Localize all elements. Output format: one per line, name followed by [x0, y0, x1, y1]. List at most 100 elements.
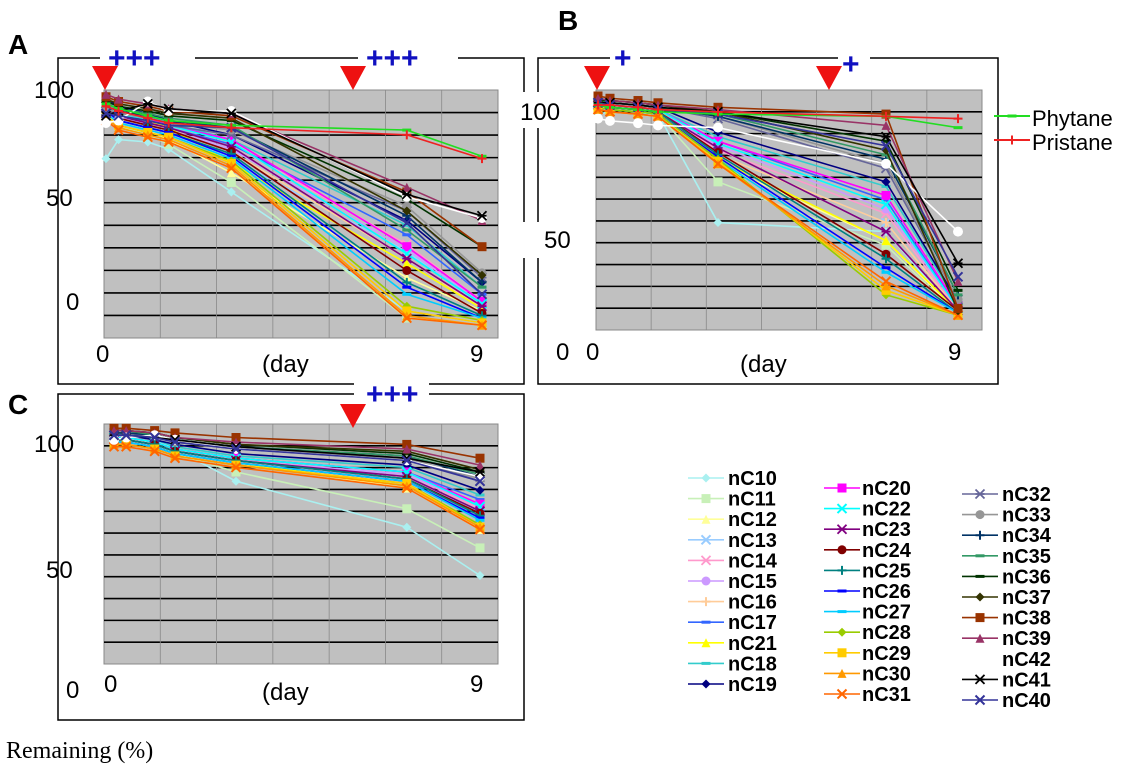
legend-marker-nC40: [974, 694, 986, 706]
data-point-nC40: [149, 432, 160, 443]
data-point-nC31: [142, 132, 153, 143]
panel-a-frame: [57, 57, 525, 385]
data-point-nC39: [402, 444, 412, 454]
data-point-nC19: [881, 177, 891, 187]
panel-a-x-tick-end: 9: [470, 341, 483, 368]
data-point-nC40: [476, 289, 488, 300]
data-point-Pristane: [633, 102, 643, 112]
data-point-nC10: [114, 135, 124, 145]
data-point-nC22: [401, 466, 413, 478]
data-point-nC41: [476, 210, 488, 221]
data-point-nC42: [953, 226, 963, 237]
panel-b-y-tick-0: 0: [556, 339, 569, 366]
data-point-nC41: [474, 466, 486, 478]
legend-marker-nC22: [836, 503, 848, 514]
data-point-Pristane: [402, 130, 412, 140]
panel-b-y-tick-50-mask: [520, 222, 580, 258]
panel-c-treatment-mask: [354, 380, 429, 406]
panel-b-series: [592, 91, 964, 321]
data-point-nC42: [101, 117, 111, 128]
legend-marker-nC23: [836, 524, 848, 535]
panel-a-treatment-mid: +++: [366, 42, 419, 75]
panel-c-dose-triangle: [340, 404, 366, 428]
data-point-nC39: [953, 276, 963, 286]
panel-a-x-unit: (day: [262, 351, 309, 378]
panel-c-series: [108, 423, 486, 580]
data-point-nC40: [113, 110, 124, 122]
legend-label-nC14: nC14: [728, 550, 778, 572]
legend-label-nC42: nC42: [1002, 649, 1051, 671]
data-point-nC31: [880, 276, 892, 287]
panel-c-y-tick-0: 0: [66, 677, 79, 704]
data-point-nC20: [402, 242, 412, 252]
data-point-nC10: [713, 218, 723, 228]
legend-marker-nC30: [837, 668, 847, 678]
data-point-nC31: [226, 162, 237, 174]
data-point-nC42: [881, 158, 891, 169]
legend-label-nC35: nC35: [1002, 546, 1051, 568]
panel-c-frame: [57, 393, 525, 721]
series-nC40: [108, 429, 486, 487]
panel-c-treatment-mid: +++: [366, 378, 419, 411]
panel-a-series: [100, 89, 488, 331]
data-point-nC31: [476, 320, 488, 331]
legend-label-nC33: nC33: [1002, 505, 1051, 527]
panel-a-label: A: [8, 29, 28, 60]
data-point-nC10: [231, 476, 241, 486]
data-point-nC23: [401, 253, 412, 264]
legend-label-nC16: nC16: [728, 592, 777, 614]
data-point-nC10: [101, 154, 111, 164]
data-point-nC40: [952, 271, 964, 283]
data-point-Pristane: [713, 107, 723, 117]
data-point-Pristane: [593, 100, 603, 110]
legend-label-Pristane: Pristane: [1032, 130, 1113, 155]
data-point-nC31: [149, 446, 160, 457]
data-point-nC37: [402, 206, 412, 216]
data-point-nC24: [402, 266, 412, 275]
panel-b-y-tick-100-mask: [518, 92, 584, 128]
legend-marker-nC37: [975, 592, 985, 602]
data-point-nC33: [402, 201, 412, 211]
panel-a-x-tick-start: 0: [96, 341, 109, 368]
data-point-nC19: [475, 485, 485, 495]
legend-marker-nC28: [837, 627, 847, 637]
data-point-Pristane: [143, 113, 153, 123]
legend-label-nC11: nC11: [728, 489, 776, 511]
data-point-nC39: [101, 89, 111, 99]
legend-marker-nC29: [837, 648, 847, 658]
legend-marker-nC24: [837, 545, 847, 555]
legend-label-nC25: nC25: [862, 560, 911, 582]
legend-label-nC19: nC19: [728, 674, 777, 696]
legend-label-nC26: nC26: [862, 581, 911, 603]
data-point-nC31: [401, 312, 413, 324]
legend-marker-Pristane: [1007, 135, 1017, 145]
data-point-nC11: [402, 504, 412, 514]
data-point-Pristane: [164, 118, 174, 128]
data-point-nC20: [475, 499, 485, 509]
legend-label-nC20: nC20: [862, 478, 911, 500]
data-point-nC21: [402, 258, 412, 268]
data-point-nC31: [230, 462, 242, 473]
data-point-nC42: [109, 434, 119, 445]
legend-label-nC32: nC32: [1002, 484, 1051, 506]
legend-marker-nC21: [701, 638, 711, 648]
data-point-nC29: [402, 306, 412, 316]
data-point-nC11: [713, 177, 723, 187]
data-point-nC25: [881, 254, 891, 264]
data-point-nC10: [402, 522, 412, 532]
data-point-nC40: [880, 140, 892, 151]
legend-marker-nC31: [836, 688, 848, 700]
data-point-nC39: [114, 94, 124, 104]
legend-marker-nC32: [974, 488, 986, 500]
data-point-nC11: [881, 240, 891, 250]
data-point-nC21: [881, 236, 891, 246]
legend-label-nC31: nC31: [862, 684, 911, 706]
remaining-percent-label: Remaining (%): [6, 738, 153, 764]
legend-main: nC10nC11nC12nC13nC14nC15nC16nC17nC21nC18…: [688, 468, 1052, 712]
panel-b-y-tick-100: 100: [520, 99, 560, 126]
panel-a-treatment-mask-2: [358, 44, 458, 72]
data-point-nC41: [142, 98, 153, 110]
data-point-nC31: [401, 482, 413, 494]
data-point-nC31: [163, 136, 174, 148]
data-point-nC40: [401, 217, 413, 229]
